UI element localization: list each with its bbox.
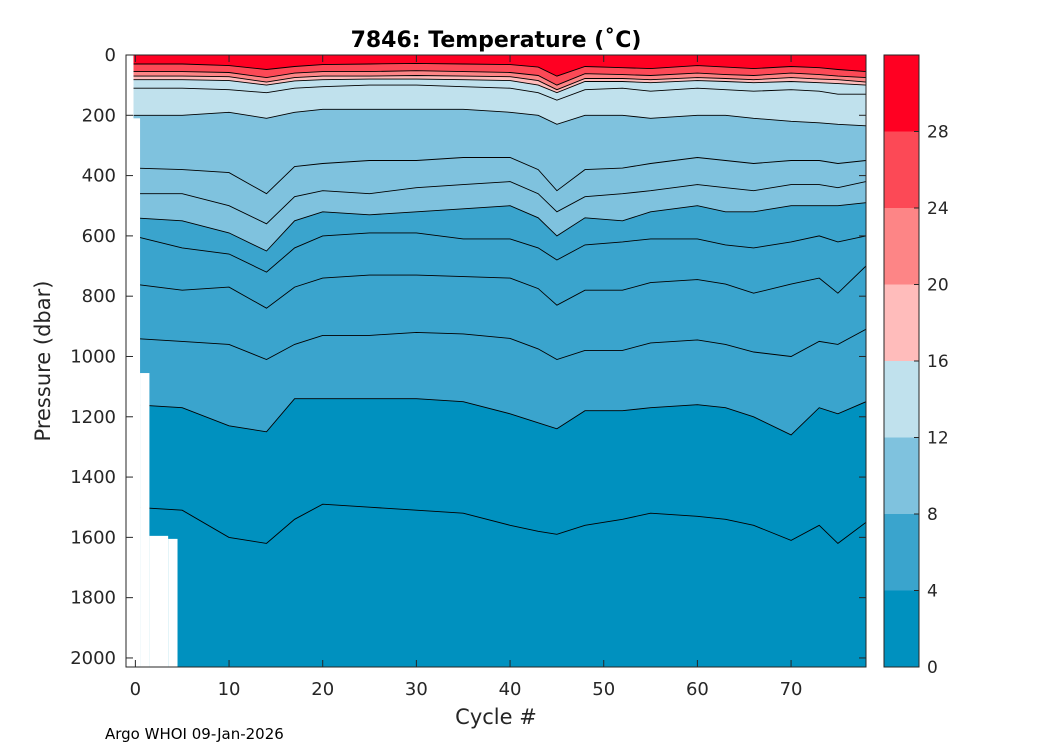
y-axis-label: Pressure (dbar) (31, 281, 55, 442)
x-tick-label: 0 (130, 679, 141, 700)
no-data-area (126, 55, 134, 667)
colorbar-swatch (884, 208, 919, 285)
y-tick-label: 1600 (70, 527, 116, 548)
x-tick-label: 30 (405, 679, 428, 700)
colorbar-tick-label: 4 (927, 582, 938, 602)
x-tick-label: 10 (218, 679, 241, 700)
isotherm-line (133, 181, 866, 225)
contour-band (133, 85, 866, 126)
y-tick-label: 1200 (70, 407, 116, 428)
isotherm-line (133, 78, 866, 94)
no-data-area (140, 373, 150, 667)
y-tick-label: 1000 (70, 346, 116, 367)
colorbar-tick-label: 8 (927, 505, 938, 525)
isotherm-line (133, 265, 866, 309)
no-data-area (133, 118, 141, 667)
x-tick-label: 40 (499, 679, 522, 700)
colorbar-swatch (884, 437, 919, 514)
footer-credit: Argo WHOI 09-Jan-2026 (105, 725, 284, 743)
colorbar-tick-label: 0 (927, 658, 938, 678)
colorbar-tick-label: 20 (927, 276, 949, 296)
contour-band (133, 79, 866, 101)
contour-band (133, 504, 866, 667)
contour-band (133, 329, 866, 435)
y-tick-label: 200 (82, 105, 116, 126)
no-data-region (126, 55, 178, 667)
colorbar-swatch (884, 514, 919, 591)
colorbar-tick-label: 28 (927, 123, 949, 143)
contour-band (133, 63, 866, 86)
y-tick-label: 400 (82, 166, 116, 187)
isotherm-line (133, 108, 866, 127)
isotherm-line (133, 75, 866, 91)
contour-bands (133, 55, 866, 667)
x-tick-label: 60 (686, 679, 709, 700)
isotherm-line (133, 62, 866, 77)
y-tick-label: 2000 (70, 648, 116, 669)
colorbar-swatch (884, 590, 919, 667)
isotherm-line (133, 328, 866, 360)
contour-band (133, 70, 866, 90)
plot-frame (125, 54, 867, 668)
contour-band (133, 181, 866, 251)
contour-band (133, 157, 866, 224)
colorbar: 0 4 8 12 16 20 24 28 (883, 54, 949, 678)
isotherm-line (133, 202, 866, 252)
isotherm-line (133, 398, 866, 436)
x-tick-label: 70 (780, 679, 803, 700)
y-tick-label: 0 (105, 45, 116, 66)
colorbar-tick-label: 16 (927, 352, 949, 372)
contour-band (133, 202, 866, 273)
x-tick-label: 50 (592, 679, 615, 700)
y-tick-label: 1400 (70, 467, 116, 488)
y-axis-ticks: 0 200 400 600 800 1000 1200 1400 1600 1800 2000 (70, 45, 866, 669)
contour-band (133, 109, 866, 194)
colorbar-swatch (884, 55, 919, 132)
y-tick-label: 1800 (70, 588, 116, 609)
x-axis-label: Cycle # (455, 705, 537, 729)
x-tick-label: 20 (311, 679, 334, 700)
isotherm-lines (133, 62, 866, 544)
isotherm-line (133, 232, 866, 273)
y-tick-label: 800 (82, 286, 116, 307)
isotherm-line (133, 84, 866, 101)
colorbar-tick-label: 24 (927, 199, 949, 219)
chart-title: 7846: Temperature (˚C) (351, 28, 642, 53)
contour-band (133, 55, 866, 77)
no-data-area (149, 535, 169, 667)
x-axis-ticks: 0 10 20 30 40 50 60 70 (130, 55, 803, 700)
isotherm-line (133, 503, 866, 544)
colorbar-swatch (884, 284, 919, 361)
y-tick-label: 600 (82, 226, 116, 247)
no-data-area (168, 538, 178, 667)
isotherm-line (133, 157, 866, 195)
colorbar-tick-label: 12 (927, 429, 949, 449)
colorbar-swatch (884, 361, 919, 438)
isotherm-line (133, 70, 866, 86)
contour-band (133, 266, 866, 360)
colorbar-swatch (884, 131, 919, 208)
contour-band (133, 232, 866, 309)
